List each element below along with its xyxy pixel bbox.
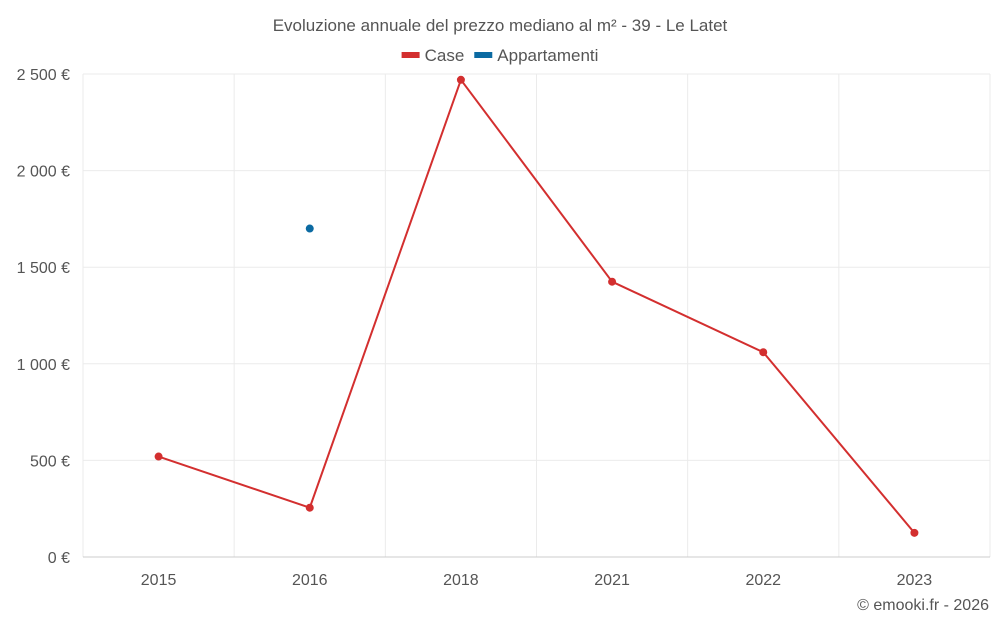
x-tick-label: 2016	[292, 572, 328, 589]
legend-swatch	[401, 52, 420, 58]
legend-swatch	[474, 52, 493, 58]
data-point-case[interactable]	[305, 503, 314, 512]
x-tick-label: 2018	[443, 572, 479, 589]
x-tick-label: 2023	[897, 572, 933, 589]
x-grid	[82, 74, 991, 557]
credit-text: © emooki.fr - 2026	[857, 597, 989, 614]
x-tick-label: 2022	[745, 572, 781, 589]
y-tick-label: 1 000 €	[17, 357, 70, 374]
legend-label: Case	[425, 46, 465, 65]
legend-item-appartamenti[interactable]: Appartamenti	[474, 46, 598, 65]
data-point-case[interactable]	[759, 348, 768, 357]
y-tick-label: 1 500 €	[17, 260, 70, 277]
legend: Case Appartamenti	[401, 46, 598, 65]
y-tick-label: 2 000 €	[17, 164, 70, 181]
y-tick-label: 0 €	[48, 550, 70, 567]
series-line-case	[158, 78, 916, 534]
x-tick-label: 2021	[594, 572, 630, 589]
y-tick-label: 2 500 €	[17, 67, 70, 84]
data-point-appartamenti[interactable]	[305, 224, 314, 233]
y-axis-ticks: 0 € 500 € 1 000 € 1 500 € 2 000 € 2 500 €	[17, 67, 70, 567]
x-tick-label: 2015	[141, 572, 177, 589]
y-tick-label: 500 €	[30, 453, 70, 470]
data-point-case[interactable]	[154, 452, 163, 461]
data-point-case[interactable]	[910, 528, 919, 537]
data-point-case[interactable]	[456, 75, 465, 84]
data-point-case[interactable]	[608, 277, 617, 286]
legend-label: Appartamenti	[497, 46, 598, 65]
series-layer	[154, 75, 919, 537]
chart-title: Evoluzione annuale del prezzo mediano al…	[273, 16, 728, 35]
x-axis-ticks: 2015 2016 2018 2021 2022 2023	[141, 572, 933, 589]
legend-item-case[interactable]: Case	[401, 46, 465, 65]
